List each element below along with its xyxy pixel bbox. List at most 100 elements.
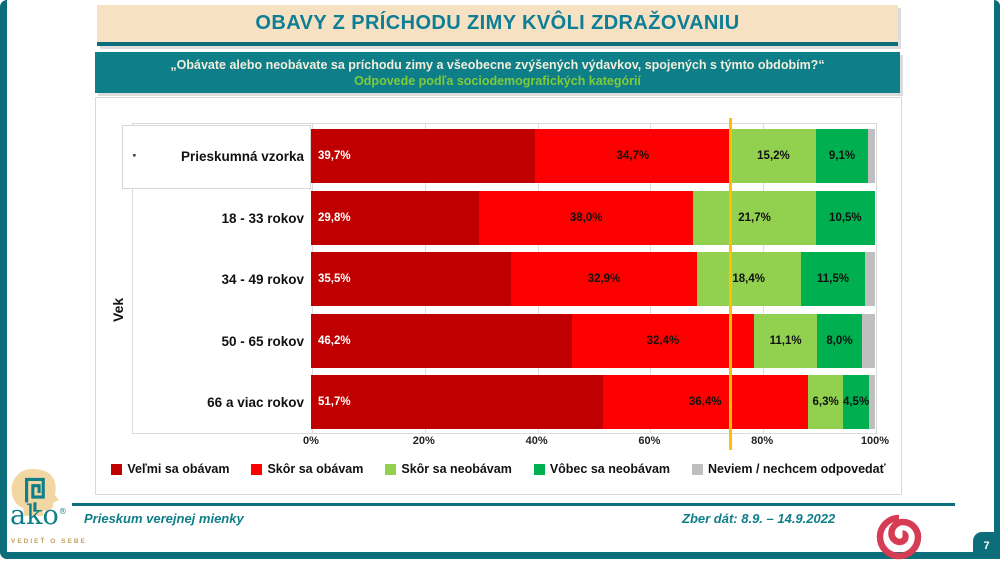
legend-label: Skôr sa neobávam — [401, 462, 512, 476]
ako-head-icon — [11, 469, 59, 516]
legend-swatch-icon — [251, 463, 263, 475]
chart-legend: Veľmi sa obávam Skôr sa obávam Skôr sa neo… — [96, 462, 901, 476]
legend-label: Skôr sa obávam — [267, 462, 364, 476]
title-band: OBAVY Z PRÍCHODU ZIMY KVÔLI ZDRAŽOVANIU — [97, 5, 898, 46]
value-label: 15,2% — [757, 150, 790, 162]
bar-segment: 32,4% — [571, 314, 755, 368]
category-label: Prieskumná vzorka — [180, 148, 304, 164]
spiral-logo-icon — [876, 514, 922, 560]
bar-segment: 4,5% — [842, 375, 870, 429]
legend-swatch-icon — [111, 463, 123, 475]
bar-segment: 18,4% — [696, 252, 801, 306]
x-axis-tick: 80% — [751, 435, 774, 447]
y-axis-label: Vek — [110, 297, 126, 322]
x-axis-tick: 20% — [412, 435, 435, 447]
value-label: 4,5% — [842, 396, 870, 408]
value-label: 39,7% — [318, 150, 351, 162]
footer-right-text: Zber dát: 8.9. – 14.9.2022 — [682, 511, 836, 526]
bar-segment: 46,2% — [311, 314, 572, 368]
subtitle-note: Odpovede podľa sociodemografických kateg… — [354, 73, 641, 88]
ako-logo: ako® VEDIEŤ O SEBE — [8, 468, 85, 554]
bar-row: 46,2% 32,4% 11,1% 8,0% — [311, 314, 875, 368]
bar-segment — [867, 129, 875, 183]
x-axis-tick: 40% — [525, 435, 548, 447]
legend-item: Vôbec sa neobávam — [533, 462, 671, 476]
value-label: 9,1% — [828, 150, 856, 162]
bar-row: 39,7% 34,7% 15,2% 9,1% — [311, 129, 875, 183]
sample-row-bullet: · — [132, 146, 138, 165]
x-axis-tick: 60% — [638, 435, 661, 447]
bar-segment — [862, 314, 875, 368]
page-border-left — [0, 0, 7, 559]
bar-segment — [868, 375, 875, 429]
bar-segment: 32,9% — [511, 252, 697, 306]
x-axis-tick: 0% — [303, 435, 319, 447]
bar-segment: 11,1% — [754, 314, 817, 368]
bar-row: 35,5% 32,9% 18,4% 11,5% — [311, 252, 875, 306]
value-label: 21,7% — [738, 212, 771, 224]
bar-segment: 29,8% — [311, 191, 480, 245]
value-label: 29,8% — [318, 212, 351, 224]
bar-segment: 15,2% — [730, 129, 817, 183]
x-axis-tick: 100% — [860, 435, 890, 447]
legend-label: Neviem / nechcem odpovedať — [708, 462, 886, 476]
value-label: 38,0% — [569, 212, 603, 224]
legend-item: Skôr sa neobávam — [385, 462, 512, 476]
page-border-right — [994, 0, 1000, 559]
legend-swatch-icon — [692, 463, 704, 475]
category-label: 66 a viac rokov — [207, 394, 304, 410]
bar-segment: 8,0% — [816, 314, 862, 368]
bar-row: 51,7% 36,4% 6,3% 4,5% — [311, 375, 875, 429]
bar-segment — [865, 252, 875, 306]
chart-area: Vek · Prieskumná vzorka 39,7% 34,7% 15,2% 9,1… — [95, 97, 902, 495]
value-label: 32,9% — [587, 273, 621, 285]
legend-swatch-icon — [533, 463, 545, 475]
bar-segment: 35,5% — [311, 252, 512, 306]
value-label: 6,3% — [812, 396, 839, 408]
reference-line — [729, 118, 732, 450]
value-label: 8,0% — [826, 335, 853, 347]
bar-segment: 9,1% — [816, 129, 868, 183]
category-label: 18 - 33 rokov — [221, 210, 304, 226]
bar-segment: 21,7% — [693, 191, 816, 245]
legend-label: Veľmi sa obávam — [127, 462, 230, 476]
legend-item: Neviem / nechcem odpovedať — [692, 462, 886, 476]
value-label: 32,4% — [646, 335, 680, 347]
page-number-badge: 7 — [973, 532, 1000, 559]
legend-label: Vôbec sa neobávam — [549, 462, 671, 476]
page-title: OBAVY Z PRÍCHODU ZIMY KVÔLI ZDRAŽOVANIU — [255, 12, 740, 34]
value-label: 18,4% — [732, 273, 765, 285]
bar-segment: 38,0% — [479, 191, 694, 245]
legend-item: Veľmi sa obávam — [111, 462, 229, 476]
subtitle-band: „Obávate alebo neobávate sa príchodu zim… — [95, 52, 900, 93]
bar-segment: 6,3% — [807, 375, 844, 429]
value-label: 11,5% — [816, 273, 849, 285]
bar-segment: 39,7% — [311, 129, 535, 183]
page-number: 7 — [983, 539, 990, 552]
bar-segment: 10,5% — [815, 191, 875, 245]
footer-left-text: Prieskum verejnej mienky — [84, 511, 244, 526]
value-label: 34,7% — [616, 150, 650, 162]
bar-segment: 51,7% — [311, 375, 603, 429]
footer-divider — [72, 503, 955, 506]
value-label: 36,4% — [688, 396, 722, 408]
page-border-bottom — [5, 552, 995, 559]
legend-item: Skôr sa obávam — [251, 462, 363, 476]
bar-row: 29,8% 38,0% 21,7% 10,5% — [311, 191, 875, 245]
category-label: 50 - 65 rokov — [221, 333, 304, 349]
legend-swatch-icon — [385, 463, 397, 475]
ako-logo-tagline: VEDIEŤ O SEBE — [11, 538, 87, 545]
value-label: 11,1% — [769, 335, 802, 347]
value-label: 10,5% — [829, 212, 862, 224]
survey-question: „Obávate alebo neobávate sa príchodu zim… — [170, 57, 825, 72]
bar-segment: 11,5% — [800, 252, 866, 306]
value-label: 46,2% — [318, 335, 351, 347]
registered-mark-icon: ® — [58, 507, 67, 516]
value-label: 35,5% — [318, 273, 351, 285]
bar-segment: 36,4% — [602, 375, 808, 429]
sample-row-highlight-box — [122, 125, 311, 189]
value-label: 51,7% — [318, 396, 351, 408]
bar-segment: 34,7% — [534, 129, 731, 183]
category-label: 34 - 49 rokov — [221, 271, 304, 287]
ako-logo-wordmark: ako® — [10, 500, 67, 531]
